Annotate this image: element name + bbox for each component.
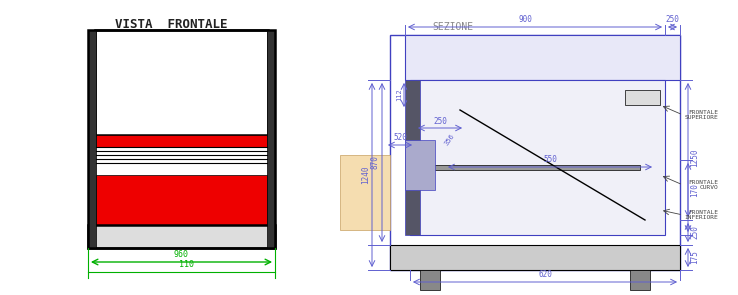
Text: FRONTALE
SUPERIORE: FRONTALE SUPERIORE — [684, 110, 718, 120]
Text: 870: 870 — [371, 155, 380, 169]
Bar — [268, 30, 275, 135]
Text: 550: 550 — [543, 155, 557, 164]
Text: 520: 520 — [393, 133, 407, 142]
Bar — [88, 30, 96, 248]
Bar — [340, 155, 390, 230]
Text: 175: 175 — [690, 250, 699, 264]
Bar — [410, 80, 665, 235]
Text: 900: 900 — [518, 15, 532, 24]
Text: 620: 620 — [538, 270, 552, 279]
Text: FRONTALE
INFERIORE: FRONTALE INFERIORE — [684, 210, 718, 220]
Bar — [96, 175, 267, 225]
Bar — [415, 165, 640, 170]
Text: 250: 250 — [433, 117, 447, 126]
Text: FRONTALE
CURVO: FRONTALE CURVO — [688, 180, 718, 190]
Text: SEZIONE: SEZIONE — [432, 22, 473, 32]
Text: 110: 110 — [179, 260, 194, 269]
Text: 356: 356 — [444, 133, 456, 147]
Bar — [630, 270, 650, 290]
Bar — [96, 135, 267, 147]
Bar — [88, 225, 275, 248]
Text: 112: 112 — [396, 88, 402, 101]
Bar — [88, 30, 95, 135]
Bar — [405, 140, 435, 190]
Bar — [405, 35, 680, 80]
Bar — [390, 245, 680, 270]
Bar — [420, 270, 440, 290]
Text: 1250: 1250 — [690, 148, 699, 167]
Bar — [405, 80, 420, 235]
Text: 960: 960 — [174, 250, 189, 259]
Text: 250: 250 — [690, 226, 699, 240]
Bar — [625, 90, 660, 105]
Bar — [95, 30, 268, 135]
Text: 1240: 1240 — [361, 166, 370, 184]
Text: 250: 250 — [666, 15, 680, 24]
Bar — [390, 35, 680, 270]
Text: VISTA  FRONTALE: VISTA FRONTALE — [115, 18, 227, 31]
Bar — [267, 30, 275, 248]
Bar — [88, 30, 275, 248]
Text: 170: 170 — [690, 183, 699, 197]
